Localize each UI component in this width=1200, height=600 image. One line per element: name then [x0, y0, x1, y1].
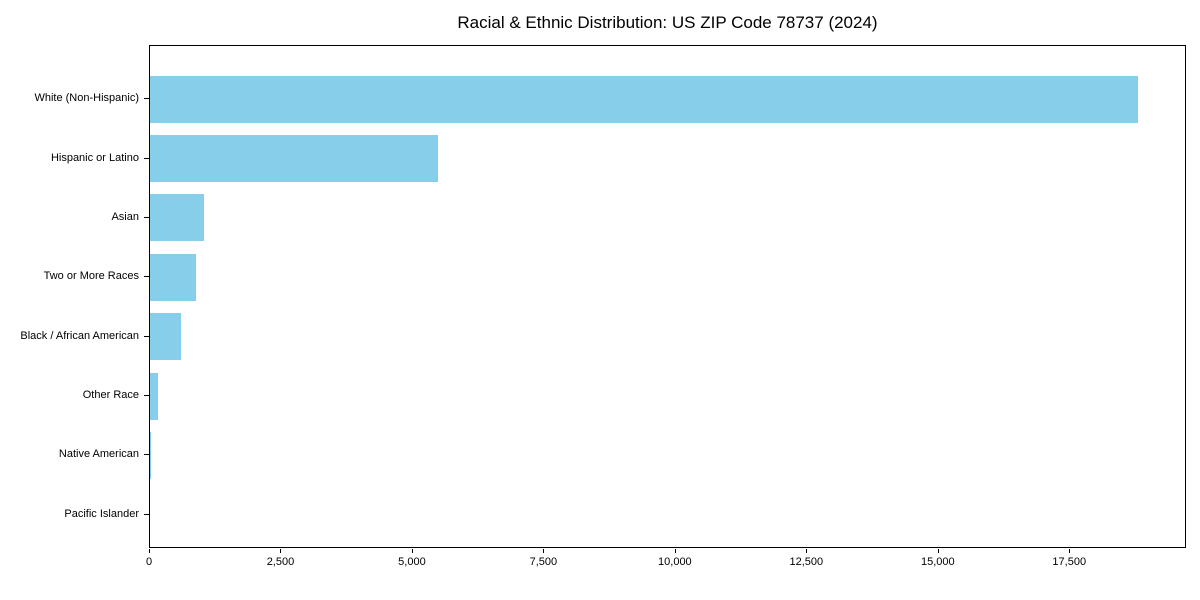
y-axis-label: White (Non-Hispanic)	[34, 92, 139, 105]
x-axis-tick-label: 10,000	[658, 556, 692, 568]
y-axis-label: Hispanic or Latino	[50, 151, 139, 164]
bar	[150, 372, 158, 420]
bar	[150, 75, 1138, 123]
plot-area	[149, 45, 1186, 548]
y-axis-tick-mark	[144, 454, 149, 456]
x-axis-tick-label: 15,000	[920, 556, 955, 568]
x-axis-tick-mark	[937, 549, 939, 553]
x-axis-tick-label: 5,000	[398, 556, 426, 568]
bar	[150, 313, 182, 361]
y-axis-label: Other Race	[82, 389, 139, 401]
x-axis-tick-mark	[1069, 549, 1071, 553]
x-axis-tick-mark	[149, 549, 150, 553]
x-axis-tick-label: 12,500	[789, 556, 824, 568]
y-axis-tick-mark	[144, 157, 149, 159]
bar	[150, 135, 439, 183]
x-axis-tick-label: 2,500	[266, 556, 295, 568]
x-axis-tick-mark	[806, 549, 808, 553]
bar	[150, 253, 196, 301]
y-axis-tick-mark	[144, 276, 149, 278]
y-axis-tick-mark	[144, 216, 149, 218]
bar	[150, 194, 205, 242]
x-axis-tick-label: 0	[145, 556, 153, 568]
y-axis-label: Native American	[58, 448, 139, 461]
chart-title: Racial & Ethnic Distribution: US ZIP Cod…	[457, 13, 878, 32]
y-axis-label: Pacific Islander	[64, 507, 139, 520]
bar	[150, 431, 152, 479]
x-axis-tick-mark	[280, 549, 282, 553]
y-axis-label: Black / African American	[20, 329, 139, 342]
y-axis-tick-mark	[144, 513, 149, 515]
y-axis-label: Asian	[111, 210, 139, 223]
y-axis-tick-mark	[144, 395, 149, 396]
x-axis-tick-label: 7,500	[529, 556, 558, 568]
x-axis-tick-label: 17,500	[1052, 556, 1087, 568]
y-axis-tick-mark	[144, 335, 149, 337]
x-axis-tick-mark	[543, 549, 545, 553]
y-axis-label: Two or More Races	[43, 270, 139, 283]
x-axis-tick-mark	[674, 549, 676, 553]
y-axis-tick-mark	[144, 98, 149, 100]
x-axis-tick-mark	[411, 549, 413, 553]
